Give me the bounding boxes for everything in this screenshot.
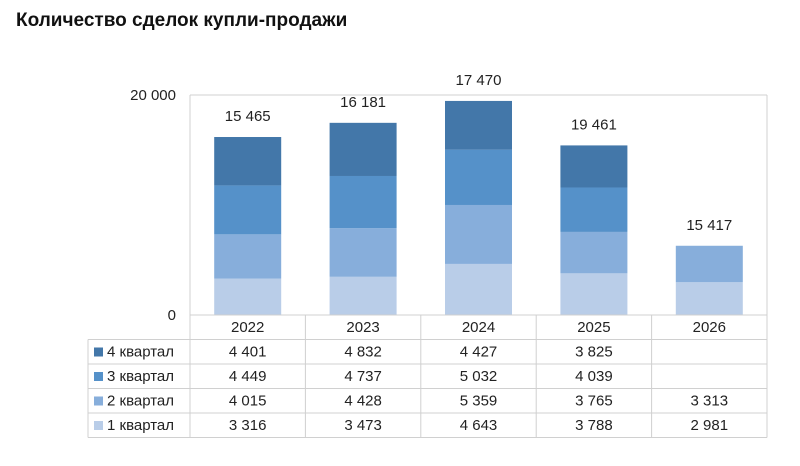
table-cell-value: 4 643	[460, 417, 498, 434]
bar-segment	[445, 204, 512, 264]
table-cell-value: 3 788	[575, 417, 613, 434]
legend-swatch	[94, 396, 103, 406]
table-cell-value: 4 832	[344, 344, 382, 361]
bar-segment	[214, 185, 282, 235]
bar-total-label: 17 470	[456, 72, 502, 89]
table-cell-value: 4 039	[575, 368, 613, 385]
bar-total-label: 15 465	[225, 108, 271, 125]
table-cell-value: 4 427	[460, 344, 498, 361]
table-cell-value: 3 825	[575, 344, 613, 361]
x-category-label: 2022	[231, 319, 264, 336]
table-cell-value: 3 473	[344, 417, 382, 434]
legend-swatch	[94, 421, 103, 430]
chart-title: Количество сделок купли-продажи	[16, 10, 348, 31]
bar-total-label: 16 181	[340, 94, 386, 111]
bar-segment	[675, 282, 743, 315]
table-cell-value: 2 981	[691, 417, 729, 434]
table-cell-value: 3 313	[691, 393, 729, 410]
legend-label: 3 квартал	[107, 368, 174, 385]
bar-segment	[445, 263, 512, 315]
table-cell-value: 3 765	[575, 393, 613, 410]
x-category-label: 2024	[462, 319, 495, 336]
bar-segment	[329, 228, 397, 277]
legend-label: 2 квартал	[107, 393, 174, 410]
bar-segment	[560, 231, 628, 274]
legend-swatch	[94, 372, 103, 381]
y-tick-label: 0	[168, 307, 176, 324]
x-category-label: 2026	[693, 319, 726, 336]
table-cell-value: 5 032	[460, 368, 498, 385]
table-cell-value: 4 015	[229, 393, 267, 410]
bar-segment	[445, 100, 512, 150]
bar-segment	[675, 245, 743, 283]
bar-total-label: 19 461	[571, 116, 617, 133]
bar-segment	[560, 145, 628, 188]
y-tick-label: 20 000	[130, 87, 176, 104]
bar-segment	[560, 273, 628, 315]
bar-segment	[214, 234, 282, 279]
x-category-label: 2025	[577, 319, 610, 336]
table-cell-value: 4 449	[229, 368, 267, 385]
bar-segment	[560, 187, 628, 232]
bar-segment	[329, 175, 397, 229]
table-cell-value: 4 401	[229, 344, 267, 361]
table-cell-value: 5 359	[460, 393, 498, 410]
bar-segment	[214, 137, 282, 186]
bar-segment	[214, 278, 282, 315]
bar-segment	[445, 149, 512, 205]
bar-segment	[329, 122, 397, 176]
legend-label: 1 квартал	[107, 417, 174, 434]
legend-swatch	[94, 347, 103, 357]
table-cell-value: 4 737	[344, 368, 382, 385]
table-cell-value: 3 316	[229, 417, 267, 434]
bar-total-label: 15 417	[686, 217, 732, 234]
legend-label: 4 квартал	[107, 344, 174, 361]
bar-segment	[329, 276, 397, 315]
x-category-label: 2023	[346, 319, 379, 336]
table-cell-value: 4 428	[344, 393, 382, 410]
